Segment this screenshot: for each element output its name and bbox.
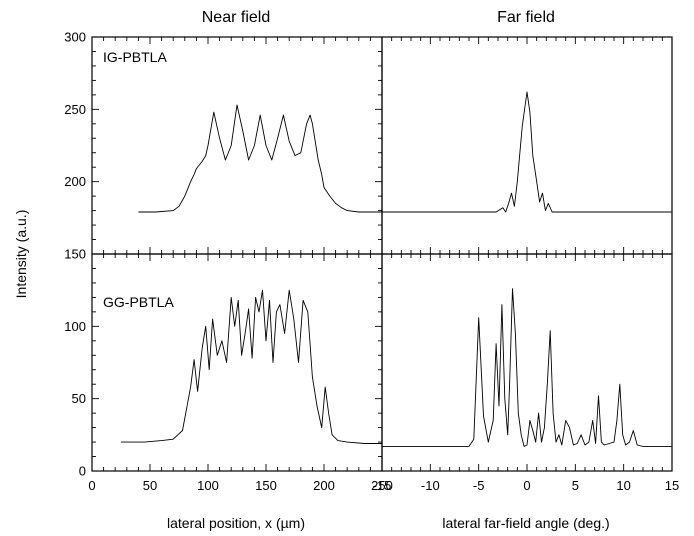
panel-frame bbox=[381, 253, 673, 472]
panel-label-gg: GG-PBTLA bbox=[103, 294, 174, 310]
x-tick-label: 5 bbox=[572, 478, 579, 493]
panel-near-field-ig: IG-PBTLA bbox=[91, 36, 383, 255]
y-tick-label: 100 bbox=[64, 319, 86, 334]
far-field-title: Far field bbox=[497, 9, 555, 26]
panel-frame bbox=[91, 253, 383, 472]
far-field-x-axis-label: lateral far-field angle (deg.) bbox=[442, 515, 609, 531]
x-tick-label: 250 bbox=[371, 478, 393, 493]
panel-far-field-ig bbox=[381, 36, 673, 255]
x-tick-label: 50 bbox=[143, 478, 157, 493]
y-axis-label: Intensity (a.u.) bbox=[13, 210, 29, 299]
x-tick-label: 150 bbox=[255, 478, 277, 493]
y-tick-label: 0 bbox=[79, 464, 86, 479]
x-tick-label: -10 bbox=[421, 478, 440, 493]
near-field-ig-trace bbox=[138, 104, 382, 213]
x-tick-label: 200 bbox=[313, 478, 335, 493]
panel-label-ig: IG-PBTLA bbox=[103, 49, 167, 65]
panel-frame bbox=[91, 36, 383, 255]
far-field-ig-trace bbox=[382, 91, 672, 213]
far-field-gg-trace bbox=[382, 288, 672, 447]
x-tick-label: 0 bbox=[88, 478, 95, 493]
x-tick-label: 15 bbox=[665, 478, 679, 493]
x-tick-label: 10 bbox=[616, 478, 630, 493]
x-tick-label: -15 bbox=[373, 478, 392, 493]
panel-near-field-gg: GG-PBTLA bbox=[91, 253, 383, 472]
y-tick-label: 300 bbox=[64, 30, 86, 45]
y-tick-label: 50 bbox=[72, 391, 86, 406]
near-field-title: Near field bbox=[202, 9, 270, 26]
x-tick-label: 0 bbox=[523, 478, 530, 493]
near-field-x-axis-label: lateral position, x (µm) bbox=[167, 515, 305, 531]
y-tick-label: 150 bbox=[64, 247, 86, 262]
x-tick-label: 100 bbox=[197, 478, 219, 493]
panel-far-field-gg bbox=[381, 253, 673, 472]
panel-frame bbox=[381, 36, 673, 255]
near-field-gg-trace bbox=[121, 289, 382, 444]
y-tick-label: 250 bbox=[64, 102, 86, 117]
x-tick-label: -5 bbox=[473, 478, 485, 493]
y-tick-label: 200 bbox=[64, 174, 86, 189]
